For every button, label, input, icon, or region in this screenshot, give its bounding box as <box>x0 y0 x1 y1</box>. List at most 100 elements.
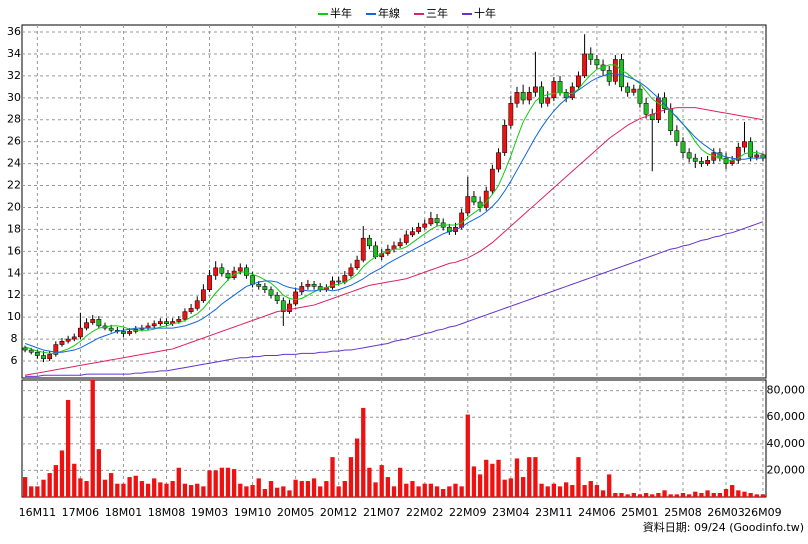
volume-bar <box>59 450 65 497</box>
y-tick-label: 22 <box>7 179 21 192</box>
x-tick-label: 17M06 <box>62 506 100 519</box>
x-tick-label: 16M11 <box>19 506 57 519</box>
volume-bar <box>256 478 261 497</box>
volume-tick-label: 40,000 <box>767 437 806 450</box>
ma-line <box>25 221 764 377</box>
volume-bar <box>416 486 421 497</box>
volume-bar <box>453 483 458 497</box>
legend-label: 十年 <box>474 6 496 20</box>
y-tick-label: 34 <box>7 47 21 60</box>
y-tick-label: 32 <box>7 69 21 82</box>
candle-body <box>705 160 710 164</box>
candle-body <box>576 75 581 88</box>
candle-body <box>194 300 200 309</box>
volume-bar <box>748 493 753 497</box>
volume-bar <box>484 459 489 497</box>
candle-body <box>47 354 53 360</box>
volume-bar <box>348 457 354 497</box>
volume-bar <box>545 486 550 497</box>
candle-body <box>151 323 157 327</box>
volume-bar <box>145 483 151 497</box>
x-tick-label: 25M08 <box>664 506 702 519</box>
volume-bar <box>397 467 403 497</box>
candle-body <box>674 130 680 142</box>
y-tick-label: 14 <box>7 266 21 279</box>
candle-body <box>330 280 335 288</box>
candle-body <box>219 267 225 274</box>
candle-body <box>655 97 661 120</box>
volume-bar <box>139 481 145 497</box>
x-tick-label: 23M11 <box>535 506 573 519</box>
candle-body <box>244 267 249 276</box>
volume-bar <box>539 483 544 497</box>
candle-body <box>360 237 366 261</box>
volume-bar <box>582 485 587 497</box>
candle-body <box>182 311 188 320</box>
candle-body <box>606 70 612 82</box>
candle-body <box>594 59 600 66</box>
x-tick-label: 20M12 <box>320 506 358 519</box>
volume-bar <box>367 467 372 497</box>
volume-bar <box>72 463 77 497</box>
volume-bar <box>490 463 495 497</box>
volume-tick-label: 80,000 <box>767 384 806 397</box>
volume-bar <box>570 485 575 497</box>
volume-bar <box>668 494 673 497</box>
candle-body <box>483 190 489 208</box>
candle-body <box>256 283 262 287</box>
candle-body <box>742 141 747 148</box>
price-frame <box>21 24 767 379</box>
volume-tick-label: 20,000 <box>767 463 806 476</box>
candle-body <box>188 308 194 312</box>
candle-body <box>699 161 704 164</box>
candle-body <box>514 92 520 104</box>
x-tick-label: 22M02 <box>406 506 444 519</box>
candle-body <box>619 59 624 88</box>
volume-bar <box>336 486 341 497</box>
volume-bar <box>133 475 138 497</box>
volume-bar <box>656 493 661 497</box>
volume-bar <box>152 478 157 497</box>
volume-bar <box>502 479 507 497</box>
candle-body <box>250 275 255 285</box>
candle-body <box>489 168 495 192</box>
candle-body <box>748 141 754 158</box>
volume-bar <box>422 483 427 497</box>
candle-body <box>612 59 618 82</box>
x-tick-label: 26M09 <box>744 506 782 519</box>
candle-body <box>662 97 667 110</box>
volume-bar <box>121 483 126 497</box>
volume-bar <box>613 493 618 497</box>
candle-body <box>84 322 89 329</box>
volume-bar <box>281 486 286 497</box>
volume-bar <box>330 457 335 497</box>
volume-bar <box>650 494 655 497</box>
volume-bar <box>262 489 268 497</box>
candle-body <box>53 344 59 355</box>
volume-bar <box>557 486 563 497</box>
candle-body <box>367 237 372 247</box>
volume-bar <box>736 490 741 497</box>
volume-bar <box>318 486 323 497</box>
volume-bar <box>447 486 452 497</box>
legend-label: 半年 <box>330 6 352 20</box>
volume-bar <box>201 486 206 497</box>
candle-body <box>471 196 477 203</box>
candle-body <box>207 275 212 290</box>
x-tick-label: 19M03 <box>191 506 229 519</box>
candle-body <box>108 327 114 331</box>
y-tick-label: 10 <box>7 310 21 323</box>
volume-bar <box>311 478 317 497</box>
volume-bar <box>551 483 557 497</box>
volume-bar <box>588 481 593 497</box>
volume-bar <box>379 465 384 497</box>
volume-bar <box>631 493 636 497</box>
candle-body <box>465 196 471 214</box>
volume-bar <box>188 485 194 497</box>
candle-body <box>539 86 544 104</box>
volume-bar <box>231 469 237 497</box>
candle-body <box>354 259 360 269</box>
candle-body <box>41 355 46 360</box>
volume-bar <box>170 481 175 497</box>
volume-bar <box>508 478 513 497</box>
